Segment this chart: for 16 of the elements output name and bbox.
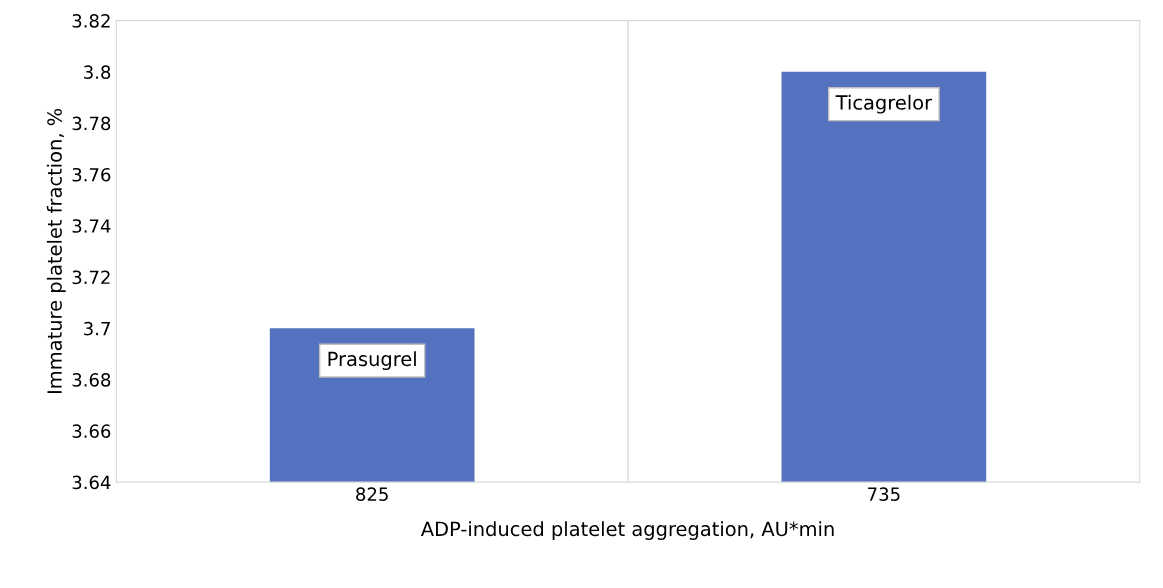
- y-tick-label: 3.7: [84, 321, 110, 336]
- annotation: Ticagrelor: [835, 94, 933, 114]
- y-tick-label: 3.8: [84, 65, 111, 79]
- y-tick-label: 3.76: [72, 167, 111, 182]
- x-tick-label: 735: [868, 487, 900, 501]
- y-tick-label: 3.64: [72, 475, 111, 490]
- x-tick-label: 825: [356, 487, 388, 501]
- y-tick-label: 3.82: [72, 14, 110, 28]
- y-tick-label: 3.68: [72, 373, 111, 387]
- x-axis-title: ADP-induced platelet aggregation, AU*min: [420, 521, 834, 540]
- annotation: Prasugrel: [328, 351, 416, 371]
- y-tick-label: 3.74: [72, 219, 111, 233]
- y-tick-label: 3.66: [72, 424, 111, 438]
- y-tick-label: 3.78: [72, 116, 111, 131]
- y-axis-title: Immature platelet fraction, %: [46, 108, 66, 394]
- y-tick-label: 3.72: [72, 270, 110, 285]
